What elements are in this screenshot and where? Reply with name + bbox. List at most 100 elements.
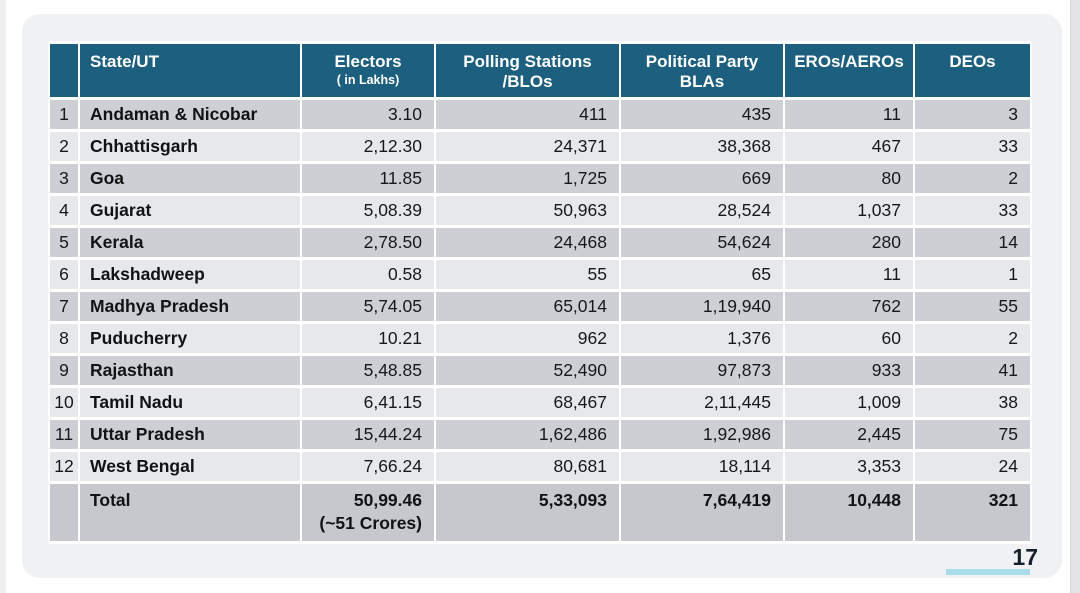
row-political-party-blas: 1,92,986 xyxy=(621,419,783,449)
electoral-data-table: State/UT Electors ( in Lakhs) Polling St… xyxy=(48,41,1032,544)
row-electors: 5,08.39 xyxy=(302,195,434,225)
row-polling-stations: 50,963 xyxy=(436,195,619,225)
row-eros-aeros: 280 xyxy=(785,227,913,257)
row-eros-aeros: 467 xyxy=(785,131,913,161)
row-electors: 5,48.85 xyxy=(302,355,434,385)
header-polling-line2: /BLOs xyxy=(502,72,553,92)
row-polling-stations: 24,468 xyxy=(436,227,619,257)
table-row: 6 Lakshadweep 0.58 55 65 11 1 xyxy=(50,259,1030,289)
total-serial-cell xyxy=(50,483,78,541)
row-deos: 38 xyxy=(915,387,1030,417)
row-deos: 55 xyxy=(915,291,1030,321)
header-blas-line1: Political Party xyxy=(645,52,759,71)
row-polling-stations: 80,681 xyxy=(436,451,619,481)
page-number: 17 xyxy=(1012,544,1038,570)
right-edge-strip xyxy=(1070,0,1080,593)
header-electors-line2: ( in Lakhs) xyxy=(336,73,400,88)
row-state-name: Puducherry xyxy=(80,323,300,353)
row-serial-number: 6 xyxy=(50,259,78,289)
row-state-name: Goa xyxy=(80,163,300,193)
total-political-party-blas: 7,64,419 xyxy=(621,483,783,541)
row-eros-aeros: 1,037 xyxy=(785,195,913,225)
row-deos: 33 xyxy=(915,195,1030,225)
row-state-name: Andaman & Nicobar xyxy=(80,99,300,129)
header-blas-line2: BLAs xyxy=(679,72,725,92)
row-serial-number: 4 xyxy=(50,195,78,225)
table-row: 7 Madhya Pradesh 5,74.05 65,014 1,19,940 762 5… xyxy=(50,291,1030,321)
header-electors: Electors ( in Lakhs) xyxy=(302,44,434,97)
row-political-party-blas: 435 xyxy=(621,99,783,129)
row-eros-aeros: 762 xyxy=(785,291,913,321)
row-serial-number: 1 xyxy=(50,99,78,129)
table-row: 1 Andaman & Nicobar 3.10 411 435 11 3 xyxy=(50,99,1030,129)
row-deos: 33 xyxy=(915,131,1030,161)
row-electors: 0.58 xyxy=(302,259,434,289)
row-eros-aeros: 60 xyxy=(785,323,913,353)
table-row: 10 Tamil Nadu 6,41.15 68,467 2,11,445 1,009 38 xyxy=(50,387,1030,417)
row-polling-stations: 52,490 xyxy=(436,355,619,385)
row-polling-stations: 411 xyxy=(436,99,619,129)
row-political-party-blas: 97,873 xyxy=(621,355,783,385)
total-electors: 50,99.46 (~51 Crores) xyxy=(302,483,434,541)
header-eros-aeros: EROs/AEROs xyxy=(785,44,913,97)
total-deos: 321 xyxy=(915,483,1030,541)
table-row: 5 Kerala 2,78.50 24,468 54,624 280 14 xyxy=(50,227,1030,257)
row-serial-number: 9 xyxy=(50,355,78,385)
total-label: Total xyxy=(80,483,300,541)
total-eros-aeros: 10,448 xyxy=(785,483,913,541)
row-eros-aeros: 933 xyxy=(785,355,913,385)
row-electors: 3.10 xyxy=(302,99,434,129)
table-row: 8 Puducherry 10.21 962 1,376 60 2 xyxy=(50,323,1030,353)
row-electors: 2,78.50 xyxy=(302,227,434,257)
header-political-party-blas: Political Party BLAs xyxy=(621,44,783,97)
row-serial-number: 7 xyxy=(50,291,78,321)
header-polling-stations-blos: Polling Stations /BLOs xyxy=(436,44,619,97)
row-political-party-blas: 28,524 xyxy=(621,195,783,225)
header-row: State/UT Electors ( in Lakhs) Polling St… xyxy=(50,44,1030,97)
table-row: 12 West Bengal 7,66.24 80,681 18,114 3,353 24 xyxy=(50,451,1030,481)
row-polling-stations: 55 xyxy=(436,259,619,289)
row-political-party-blas: 54,624 xyxy=(621,227,783,257)
row-serial-number: 3 xyxy=(50,163,78,193)
table-row: 2 Chhattisgarh 2,12.30 24,371 38,368 467 33 xyxy=(50,131,1030,161)
table-row: 9 Rajasthan 5,48.85 52,490 97,873 933 41 xyxy=(50,355,1030,385)
row-polling-stations: 1,725 xyxy=(436,163,619,193)
page-number-accent-bar xyxy=(946,569,1030,575)
row-polling-stations: 962 xyxy=(436,323,619,353)
row-political-party-blas: 65 xyxy=(621,259,783,289)
row-state-name: Gujarat xyxy=(80,195,300,225)
slide: State/UT Electors ( in Lakhs) Polling St… xyxy=(22,14,1062,578)
table-footer: Total 50,99.46 (~51 Crores) 5,33,093 7,6… xyxy=(50,483,1030,541)
table-row: 4 Gujarat 5,08.39 50,963 28,524 1,037 33 xyxy=(50,195,1030,225)
row-political-party-blas: 38,368 xyxy=(621,131,783,161)
header-serial-number xyxy=(50,44,78,97)
header-polling-line1: Polling Stations xyxy=(463,52,592,71)
row-eros-aeros: 1,009 xyxy=(785,387,913,417)
row-eros-aeros: 11 xyxy=(785,99,913,129)
header-electors-line1: Electors xyxy=(334,52,402,71)
left-edge-strip xyxy=(0,0,6,593)
row-electors: 5,74.05 xyxy=(302,291,434,321)
total-electors-note: (~51 Crores) xyxy=(319,513,422,534)
row-political-party-blas: 1,19,940 xyxy=(621,291,783,321)
header-state-ut: State/UT xyxy=(80,44,300,97)
row-state-name: Kerala xyxy=(80,227,300,257)
row-state-name: Tamil Nadu xyxy=(80,387,300,417)
row-serial-number: 8 xyxy=(50,323,78,353)
row-serial-number: 11 xyxy=(50,419,78,449)
row-deos: 2 xyxy=(915,323,1030,353)
row-political-party-blas: 1,376 xyxy=(621,323,783,353)
row-state-name: Chhattisgarh xyxy=(80,131,300,161)
row-political-party-blas: 2,11,445 xyxy=(621,387,783,417)
row-state-name: Rajasthan xyxy=(80,355,300,385)
row-eros-aeros: 2,445 xyxy=(785,419,913,449)
row-political-party-blas: 669 xyxy=(621,163,783,193)
row-eros-aeros: 80 xyxy=(785,163,913,193)
row-polling-stations: 65,014 xyxy=(436,291,619,321)
row-eros-aeros: 11 xyxy=(785,259,913,289)
row-serial-number: 12 xyxy=(50,451,78,481)
row-polling-stations: 24,371 xyxy=(436,131,619,161)
row-electors: 15,44.24 xyxy=(302,419,434,449)
row-electors: 10.21 xyxy=(302,323,434,353)
total-electors-value: 50,99.46 xyxy=(353,489,422,510)
